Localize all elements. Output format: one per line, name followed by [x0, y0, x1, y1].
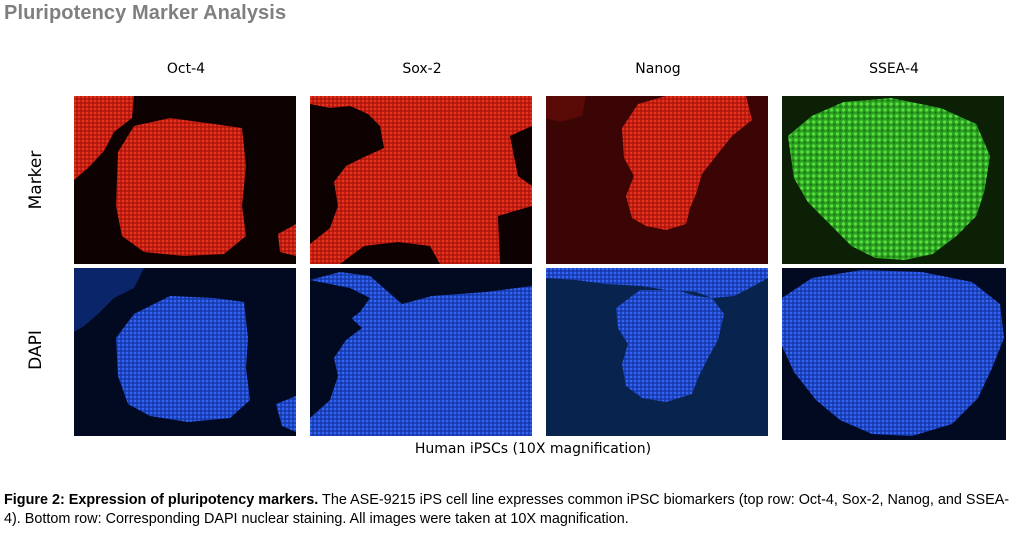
image-marker-nanog	[546, 96, 768, 264]
image-set-caption: Human iPSCs (10X magnification)	[414, 441, 652, 457]
image-marker-oct4	[74, 96, 296, 264]
image-dapi-sox2	[310, 268, 532, 436]
column-label-oct4: Oct-4	[166, 61, 206, 77]
figure-caption-body: The ASE-9215 iPS cell line expresses com…	[4, 492, 1010, 527]
column-label-nanog: Nanog	[635, 61, 681, 77]
figure-caption-heading: Figure 2: Expression of pluripotency mar…	[4, 492, 319, 508]
image-dapi-ssea4	[782, 268, 1006, 440]
column-label-ssea4: SSEA-4	[869, 61, 919, 77]
column-label-sox2: Sox-2	[402, 61, 442, 77]
image-dapi-oct4	[74, 268, 296, 436]
row-label-marker: Marker	[26, 150, 46, 210]
image-dapi-nanog	[546, 268, 768, 436]
figure-caption: Figure 2: Expression of pluripotency mar…	[4, 491, 1020, 529]
page-title: Pluripotency Marker Analysis	[4, 2, 287, 24]
image-marker-ssea4	[782, 96, 1004, 264]
row-label-dapi: DAPI	[26, 330, 46, 370]
image-marker-sox2	[310, 96, 532, 264]
